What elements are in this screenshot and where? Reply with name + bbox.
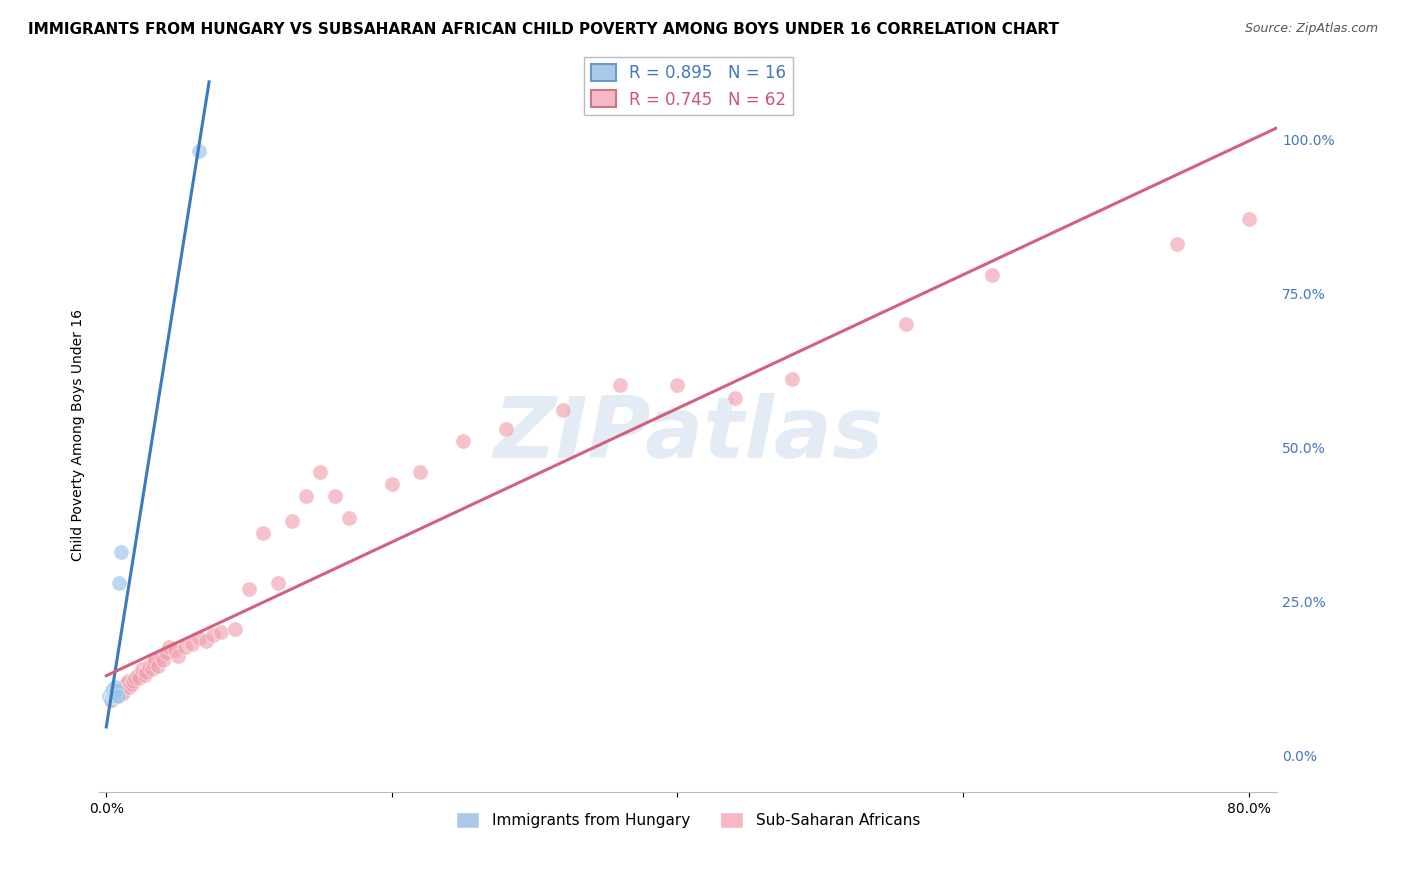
Point	[157, 640, 180, 655]
Point	[135, 665, 157, 679]
Point	[138, 658, 160, 673]
Point	[149, 649, 172, 664]
Point	[143, 652, 166, 666]
Point	[103, 690, 125, 704]
Point	[141, 662, 163, 676]
Text: IMMIGRANTS FROM HUNGARY VS SUBSAHARAN AFRICAN CHILD POVERTY AMONG BOYS UNDER 16 : IMMIGRANTS FROM HUNGARY VS SUBSAHARAN AF…	[28, 22, 1059, 37]
Point	[209, 624, 232, 639]
Point	[780, 372, 803, 386]
Point	[146, 658, 169, 673]
Point	[128, 671, 150, 685]
Point	[723, 391, 745, 405]
Point	[112, 686, 135, 700]
Point	[110, 545, 132, 559]
Point	[202, 628, 225, 642]
Point	[980, 268, 1002, 282]
Point	[105, 683, 128, 698]
Point	[121, 677, 143, 691]
Point	[127, 668, 149, 682]
Point	[1166, 236, 1188, 251]
Point	[104, 680, 127, 694]
Point	[195, 634, 218, 648]
Point	[224, 622, 246, 636]
Point	[104, 690, 127, 704]
Point	[101, 690, 124, 704]
Text: Source: ZipAtlas.com: Source: ZipAtlas.com	[1244, 22, 1378, 36]
Point	[122, 674, 145, 689]
Point	[553, 403, 575, 417]
Text: ZIPatlas: ZIPatlas	[494, 393, 883, 476]
Point	[104, 690, 127, 704]
Point	[105, 683, 128, 698]
Point	[142, 656, 165, 670]
Point	[409, 465, 432, 479]
Point	[155, 646, 177, 660]
Point	[103, 686, 125, 700]
Point	[105, 686, 128, 700]
Point	[111, 680, 134, 694]
Point	[124, 671, 146, 685]
Point	[666, 378, 689, 392]
Point	[166, 649, 188, 664]
Point	[98, 690, 121, 704]
Point	[894, 317, 917, 331]
Point	[1237, 212, 1260, 227]
Point	[134, 668, 156, 682]
Point	[101, 686, 124, 700]
Point	[100, 686, 122, 700]
Point	[108, 683, 131, 698]
Point	[152, 652, 174, 666]
Point	[103, 683, 125, 698]
Point	[337, 511, 360, 525]
Point	[188, 145, 211, 159]
Point	[295, 489, 318, 503]
Point	[381, 477, 404, 491]
Point	[107, 690, 129, 704]
Point	[266, 575, 288, 590]
Point	[173, 640, 195, 655]
Point	[104, 686, 127, 700]
Point	[323, 489, 346, 503]
Point	[100, 692, 122, 706]
Point	[252, 526, 274, 541]
Point	[115, 677, 138, 691]
Point	[309, 465, 332, 479]
Point	[110, 686, 132, 700]
Point	[181, 637, 204, 651]
Point	[453, 434, 475, 448]
Y-axis label: Child Poverty Among Boys Under 16: Child Poverty Among Boys Under 16	[72, 309, 86, 561]
Point	[238, 582, 260, 596]
Point	[107, 690, 129, 704]
Point	[100, 692, 122, 706]
Point	[131, 662, 153, 676]
Point	[163, 643, 186, 657]
Point	[281, 514, 304, 528]
Point	[101, 683, 124, 698]
Point	[188, 631, 211, 645]
Point	[609, 378, 631, 392]
Point	[114, 680, 136, 694]
Point	[118, 680, 141, 694]
Point	[495, 421, 517, 435]
Point	[117, 674, 139, 689]
Legend: Immigrants from Hungary, Sub-Saharan Africans: Immigrants from Hungary, Sub-Saharan Afr…	[450, 806, 927, 834]
Point	[108, 575, 131, 590]
Point	[103, 690, 125, 704]
